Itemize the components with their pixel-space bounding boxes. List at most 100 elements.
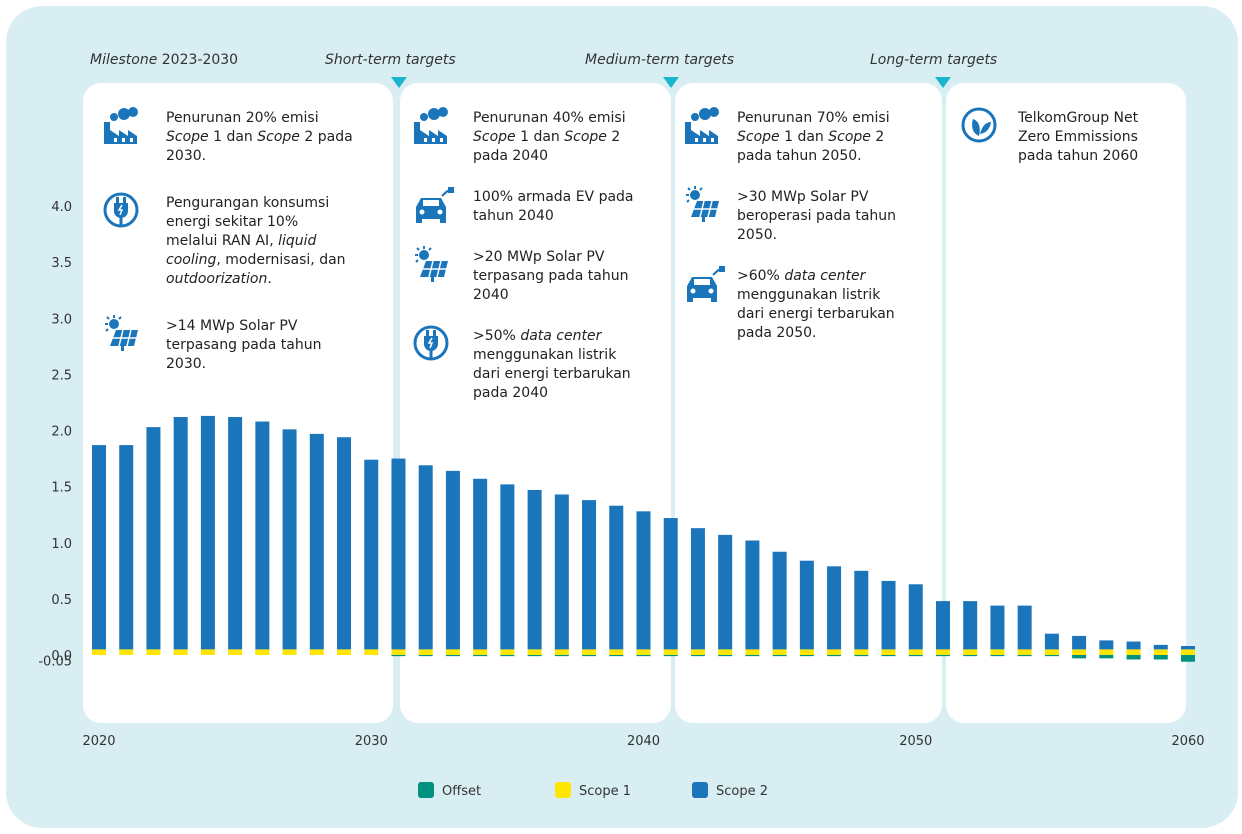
- icon-part: [703, 138, 706, 142]
- icon-part: [691, 113, 699, 121]
- text-line: menggunakan listrik: [737, 287, 881, 303]
- legend-swatch: [555, 782, 571, 798]
- bar-segment: [827, 655, 842, 657]
- text-line: >30 MWp Solar PV: [737, 189, 869, 205]
- icon-part: [719, 266, 725, 272]
- text-line: Scope 1 dan Scope 2: [473, 129, 620, 145]
- bar-segment: [1099, 640, 1114, 650]
- text-line: pada 2050.: [737, 325, 816, 341]
- text-segment: 1 dan: [780, 129, 829, 145]
- bar-segment: [1181, 646, 1195, 650]
- icon-part: [427, 337, 434, 349]
- text-segment: 2023-2030: [157, 52, 238, 68]
- text-segment: 2: [607, 129, 620, 145]
- bar-segment: [282, 429, 297, 650]
- bar-segment: [445, 470, 460, 650]
- text-segment: Scope: [473, 129, 516, 145]
- bar-segment: [772, 551, 787, 650]
- text-line: melalui RAN AI, liquid: [166, 233, 317, 249]
- bar-segment: [337, 437, 352, 650]
- icon: [686, 186, 719, 222]
- text-segment: pada tahun 2050.: [737, 148, 862, 164]
- text-segment: Scope: [257, 129, 300, 145]
- bar-segment: [445, 649, 460, 655]
- bar-segment: [963, 655, 978, 657]
- y-tick-label: 2.5: [51, 368, 72, 383]
- bar-segment: [255, 421, 270, 650]
- text-segment: menggunakan listrik: [473, 347, 617, 363]
- bar-segment: [473, 655, 488, 657]
- text-line: Penurunan 70% emisi: [737, 110, 890, 126]
- icon-part: [123, 197, 126, 204]
- icon-part: [415, 246, 432, 263]
- icon-part: [416, 219, 422, 223]
- x-tick-label: 2040: [627, 734, 660, 749]
- text-segment: 100% armada EV pada: [473, 189, 634, 205]
- bar-segment: [881, 580, 896, 650]
- bar-segment: [772, 649, 787, 655]
- icon: [414, 107, 448, 144]
- icon-part: [121, 346, 124, 351]
- bar-segment: [636, 655, 651, 657]
- icon-part: [709, 107, 719, 117]
- bar-segment: [527, 489, 542, 650]
- icon-part: [440, 219, 446, 223]
- text-segment: Short-term targets: [325, 52, 456, 68]
- bar-segment: [1017, 605, 1032, 650]
- bar-segment: [663, 655, 678, 657]
- text-line: Scope 1 dan Scope 2 pada: [166, 129, 353, 145]
- bar-segment: [309, 433, 324, 650]
- icon-part: [972, 119, 980, 136]
- bar-segment: [92, 649, 106, 655]
- legend-label: Offset: [442, 784, 481, 799]
- text-segment: dari energi terbarukan: [737, 306, 895, 322]
- bar-segment: [745, 655, 760, 657]
- bar-segment: [1153, 649, 1168, 655]
- text-line: dari energi terbarukan: [737, 306, 895, 322]
- text-segment: 2040: [473, 287, 509, 303]
- text-segment: Long-term targets: [870, 52, 997, 68]
- text-segment: data center: [784, 268, 866, 284]
- text-segment: tahun 2040: [473, 208, 554, 224]
- icon-part: [114, 138, 117, 142]
- y-tick-label: 0.5: [51, 593, 72, 608]
- text-line: cooling, modernisasi, dan: [166, 252, 346, 268]
- text-line: 2030.: [166, 356, 206, 372]
- icon-part: [694, 279, 710, 285]
- bar-segment: [119, 445, 134, 650]
- bar-segment: [963, 649, 978, 655]
- bar-segment: [799, 655, 814, 657]
- bar-segment: [337, 649, 352, 655]
- text-line: pada tahun 2050.: [737, 148, 862, 164]
- text-line: >60% data center: [737, 268, 867, 284]
- bar-segment: [690, 649, 705, 655]
- text-segment: Zero Emmissions: [1018, 129, 1138, 145]
- bar-segment: [1044, 649, 1059, 655]
- bar-segment: [935, 649, 950, 655]
- icon-part: [414, 122, 420, 144]
- y-tick-label: 3.5: [51, 256, 72, 271]
- bar-segment: [690, 655, 705, 657]
- x-tick-label: 2020: [82, 734, 115, 749]
- text-segment: 2030.: [166, 148, 206, 164]
- icon-part: [438, 107, 448, 117]
- bar-segment: [418, 649, 433, 655]
- bar-segment: [908, 649, 923, 655]
- bar-segment: [173, 649, 188, 655]
- bar-segment: [473, 649, 488, 655]
- text-line: >20 MWp Solar PV: [473, 249, 605, 265]
- text-segment: pada 2050.: [737, 325, 816, 341]
- bar-segment: [418, 655, 433, 657]
- text-line: Pengurangan konsumsi: [166, 195, 329, 211]
- text-segment: pada 2040: [473, 148, 548, 164]
- icon: [104, 107, 138, 144]
- bar-segment: [473, 478, 488, 650]
- text-line: tahun 2040: [473, 208, 554, 224]
- text-segment: Medium-term targets: [585, 52, 734, 68]
- text-segment: , modernisasi, dan: [216, 252, 345, 268]
- bar-segment: [500, 649, 515, 655]
- bar-segment: [200, 415, 215, 650]
- bar-segment: [500, 655, 515, 657]
- bar-segment: [364, 459, 379, 650]
- bar-segment: [228, 417, 243, 650]
